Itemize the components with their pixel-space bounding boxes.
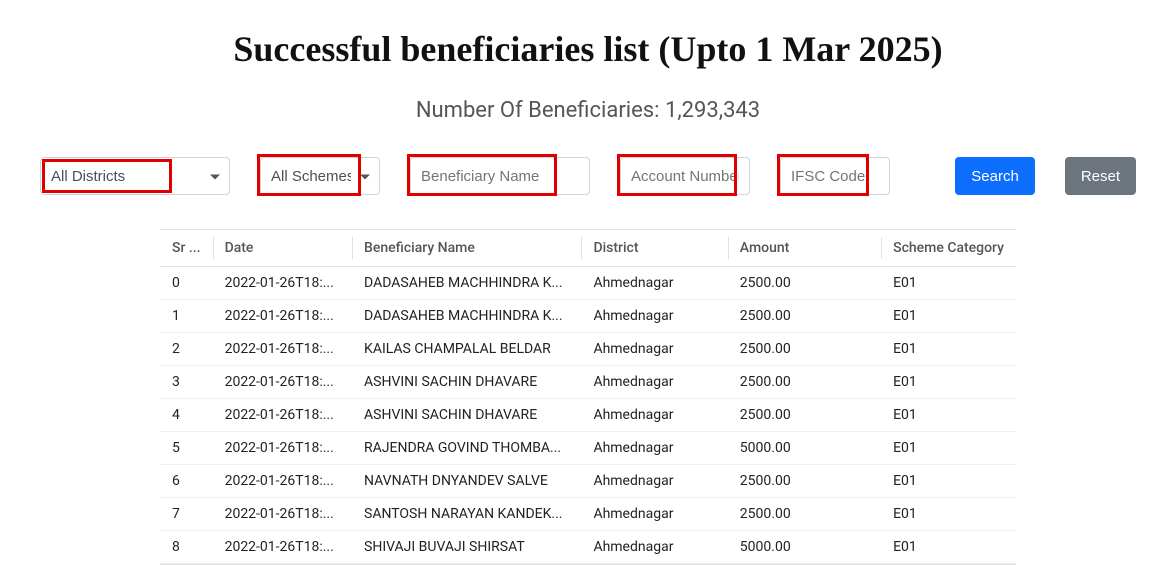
col-header-date[interactable]: Date: [213, 230, 352, 267]
cell-date: 2022-01-26T18:...: [213, 333, 352, 366]
results-table: Sr ... Date Beneficiary Name District Am…: [160, 230, 1016, 564]
beneficiary-name-input[interactable]: [410, 157, 590, 195]
cell-sr: 0: [160, 267, 213, 300]
table-row[interactable]: 62022-01-26T18:...NAVNATH DNYANDEV SALVE…: [160, 465, 1016, 498]
table-row[interactable]: 52022-01-26T18:...RAJENDRA GOVIND THOMBA…: [160, 432, 1016, 465]
cell-sr: 3: [160, 366, 213, 399]
beneficiary-count-label: Number Of Beneficiaries: 1,293,343: [40, 98, 1136, 123]
cell-sr: 2: [160, 333, 213, 366]
cell-scheme: E01: [881, 333, 1016, 366]
cell-name: KAILAS CHAMPALAL BELDAR: [352, 333, 581, 366]
ifsc-input-wrap: [780, 157, 890, 195]
table-row[interactable]: 02022-01-26T18:...DADASAHEB MACHHINDRA K…: [160, 267, 1016, 300]
filters-bar: All Districts All Schemes Search Reset: [40, 153, 1136, 199]
cell-name: ASHVINI SACHIN DHAVARE: [352, 399, 581, 432]
cell-sr: 5: [160, 432, 213, 465]
col-header-sr[interactable]: Sr ...: [160, 230, 213, 267]
cell-amount: 2500.00: [728, 399, 881, 432]
col-header-amount[interactable]: Amount: [728, 230, 881, 267]
cell-name: DADASAHEB MACHHINDRA K...: [352, 267, 581, 300]
cell-district: Ahmednagar: [581, 432, 727, 465]
cell-date: 2022-01-26T18:...: [213, 366, 352, 399]
col-header-district[interactable]: District: [581, 230, 727, 267]
cell-name: SHIVAJI BUVAJI SHIRSAT: [352, 531, 581, 564]
table-header-row: Sr ... Date Beneficiary Name District Am…: [160, 230, 1016, 267]
cell-amount: 2500.00: [728, 333, 881, 366]
results-table-container: Sr ... Date Beneficiary Name District Am…: [160, 229, 1016, 565]
cell-district: Ahmednagar: [581, 300, 727, 333]
cell-amount: 5000.00: [728, 531, 881, 564]
search-button[interactable]: Search: [955, 157, 1035, 195]
scheme-select-wrap: All Schemes: [260, 157, 380, 195]
scheme-select[interactable]: All Schemes: [260, 157, 380, 195]
cell-sr: 1: [160, 300, 213, 333]
cell-sr: 8: [160, 531, 213, 564]
page-title: Successful beneficiaries list (Upto 1 Ma…: [40, 28, 1136, 70]
cell-scheme: E01: [881, 432, 1016, 465]
cell-sr: 6: [160, 465, 213, 498]
table-row[interactable]: 12022-01-26T18:...DADASAHEB MACHHINDRA K…: [160, 300, 1016, 333]
cell-district: Ahmednagar: [581, 267, 727, 300]
district-select-wrap: All Districts: [40, 157, 230, 195]
col-header-name[interactable]: Beneficiary Name: [352, 230, 581, 267]
cell-date: 2022-01-26T18:...: [213, 267, 352, 300]
district-select[interactable]: All Districts: [40, 157, 230, 195]
beneficiary-count: 1,293,343: [665, 98, 760, 123]
cell-date: 2022-01-26T18:...: [213, 531, 352, 564]
cell-scheme: E01: [881, 267, 1016, 300]
cell-district: Ahmednagar: [581, 498, 727, 531]
table-row[interactable]: 22022-01-26T18:...KAILAS CHAMPALAL BELDA…: [160, 333, 1016, 366]
cell-amount: 2500.00: [728, 465, 881, 498]
cell-amount: 2500.00: [728, 267, 881, 300]
table-row[interactable]: 32022-01-26T18:...ASHVINI SACHIN DHAVARE…: [160, 366, 1016, 399]
cell-amount: 2500.00: [728, 300, 881, 333]
cell-name: RAJENDRA GOVIND THOMBA...: [352, 432, 581, 465]
name-input-wrap: [410, 157, 590, 195]
cell-district: Ahmednagar: [581, 531, 727, 564]
cell-date: 2022-01-26T18:...: [213, 498, 352, 531]
account-input-wrap: [620, 157, 750, 195]
table-row[interactable]: 42022-01-26T18:...ASHVINI SACHIN DHAVARE…: [160, 399, 1016, 432]
cell-scheme: E01: [881, 531, 1016, 564]
cell-district: Ahmednagar: [581, 333, 727, 366]
cell-scheme: E01: [881, 366, 1016, 399]
table-row[interactable]: 82022-01-26T18:...SHIVAJI BUVAJI SHIRSAT…: [160, 531, 1016, 564]
cell-date: 2022-01-26T18:...: [213, 300, 352, 333]
cell-amount: 5000.00: [728, 432, 881, 465]
cell-scheme: E01: [881, 300, 1016, 333]
cell-district: Ahmednagar: [581, 366, 727, 399]
account-number-input[interactable]: [620, 157, 750, 195]
cell-name: NAVNATH DNYANDEV SALVE: [352, 465, 581, 498]
reset-button[interactable]: Reset: [1065, 157, 1136, 195]
cell-scheme: E01: [881, 465, 1016, 498]
table-row[interactable]: 72022-01-26T18:...SANTOSH NARAYAN KANDEK…: [160, 498, 1016, 531]
ifsc-code-input[interactable]: [780, 157, 890, 195]
cell-name: DADASAHEB MACHHINDRA K...: [352, 300, 581, 333]
subtitle-prefix: Number Of Beneficiaries:: [416, 98, 665, 123]
cell-name: ASHVINI SACHIN DHAVARE: [352, 366, 581, 399]
cell-district: Ahmednagar: [581, 465, 727, 498]
cell-sr: 7: [160, 498, 213, 531]
cell-name: SANTOSH NARAYAN KANDEK...: [352, 498, 581, 531]
col-header-scheme[interactable]: Scheme Category: [881, 230, 1016, 267]
cell-amount: 2500.00: [728, 366, 881, 399]
cell-sr: 4: [160, 399, 213, 432]
cell-date: 2022-01-26T18:...: [213, 465, 352, 498]
cell-date: 2022-01-26T18:...: [213, 432, 352, 465]
cell-amount: 2500.00: [728, 498, 881, 531]
cell-district: Ahmednagar: [581, 399, 727, 432]
table-body: 02022-01-26T18:...DADASAHEB MACHHINDRA K…: [160, 267, 1016, 564]
cell-scheme: E01: [881, 399, 1016, 432]
cell-date: 2022-01-26T18:...: [213, 399, 352, 432]
cell-scheme: E01: [881, 498, 1016, 531]
